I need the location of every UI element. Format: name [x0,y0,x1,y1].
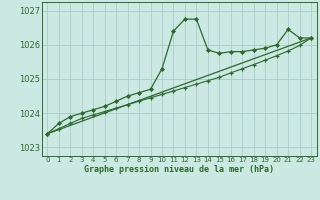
X-axis label: Graphe pression niveau de la mer (hPa): Graphe pression niveau de la mer (hPa) [84,165,274,174]
